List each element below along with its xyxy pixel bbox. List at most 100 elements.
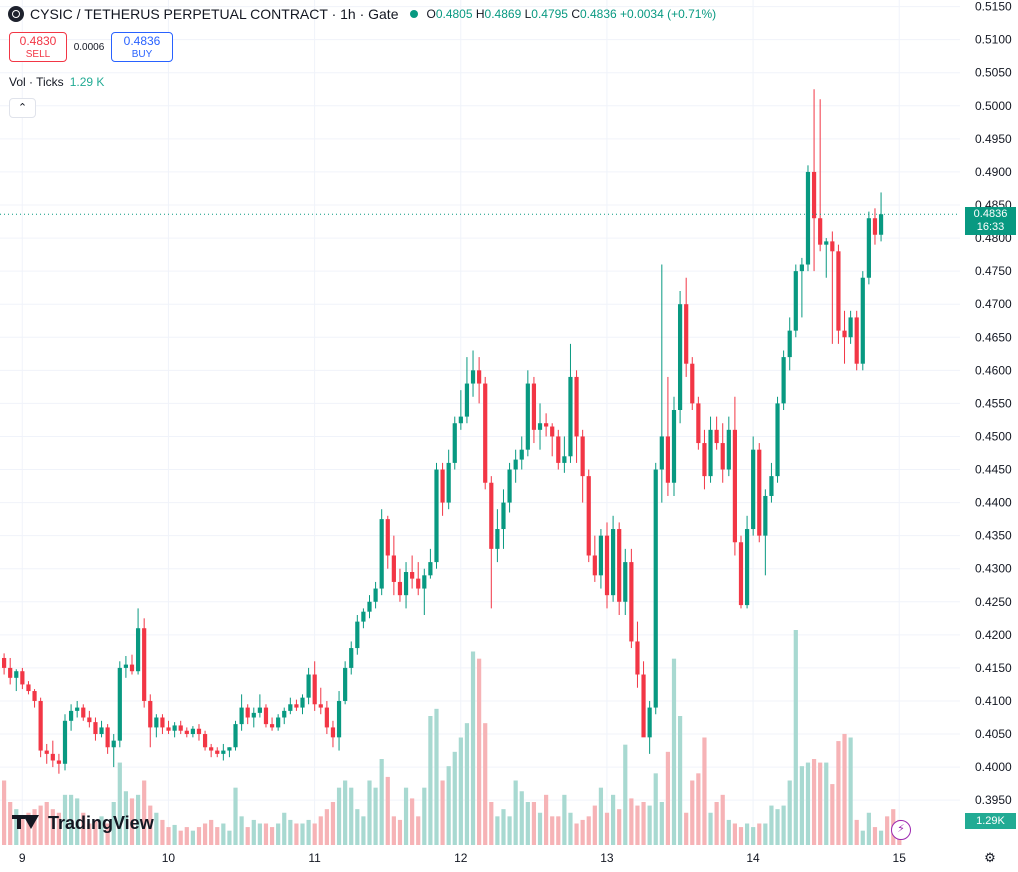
volume-bar: [702, 737, 707, 845]
buy-button[interactable]: 0.4836 BUY: [111, 32, 173, 62]
x-tick-label: 10: [162, 851, 176, 865]
y-tick-label: 0.4200: [975, 628, 1012, 642]
candle-body: [470, 370, 476, 384]
candle-body: [336, 700, 342, 738]
candle-body: [434, 469, 439, 563]
volume-bar: [696, 773, 701, 845]
volume-bar: [580, 819, 585, 845]
volume-bar: [744, 823, 750, 845]
last-volume-label: 1.29K: [965, 813, 1016, 829]
volume-bar: [781, 805, 786, 845]
volume-bar: [87, 823, 92, 845]
candle-body: [184, 730, 189, 735]
tradingview-logo[interactable]: TradingView: [12, 812, 154, 834]
symbol-title[interactable]: CYSIC / TETHERUS PERPETUAL CONTRACT · 1h…: [30, 6, 399, 22]
candle-body: [611, 529, 616, 596]
candle-body: [135, 628, 141, 672]
candle-body: [288, 704, 293, 711]
x-tick-label: 14: [746, 851, 760, 865]
candle-body: [464, 383, 470, 417]
candle-body: [397, 581, 403, 596]
candle-body: [330, 727, 336, 738]
x-tick-label: 9: [19, 851, 26, 865]
volume-bar: [282, 812, 287, 845]
candle-body: [878, 214, 884, 235]
low-value: 0.4795: [531, 7, 568, 21]
y-tick-label: 0.4500: [975, 429, 1012, 443]
candle-body: [87, 717, 92, 723]
volume-bar: [531, 802, 537, 845]
volume-bar: [848, 737, 853, 845]
volume-bar: [726, 819, 731, 845]
ohlc-values: O0.4805 H0.4869 L0.4795 C0.4836 +0.0034 …: [426, 7, 716, 21]
volume-bar: [56, 812, 62, 845]
volume-legend[interactable]: Vol · Ticks 1.29 K: [9, 75, 104, 89]
volume-bar: [665, 751, 671, 845]
candle-body: [123, 664, 128, 668]
volume-bar: [288, 819, 293, 845]
candle-body: [349, 648, 354, 668]
candle-body: [793, 271, 798, 331]
y-tick-label: 0.4750: [975, 264, 1012, 278]
volume-bar: [190, 830, 195, 845]
volume-bar: [732, 823, 737, 845]
candle-body: [166, 727, 171, 731]
candle-body: [556, 436, 561, 463]
y-tick-label: 0.4650: [975, 330, 1012, 344]
candle-body: [343, 667, 348, 701]
candle-body: [20, 671, 25, 685]
candle-body: [257, 707, 262, 713]
volume-bar: [824, 762, 829, 845]
volume-bar: [671, 658, 677, 845]
volume-bar: [690, 780, 695, 845]
close-key: C: [571, 7, 580, 21]
volume-bar: [38, 805, 43, 845]
candle-body: [446, 462, 451, 503]
candle-body: [653, 469, 658, 708]
volume-bar: [20, 816, 25, 845]
lightning-icon[interactable]: ⚡: [891, 820, 911, 840]
market-status-icon[interactable]: [410, 10, 419, 18]
volume-bar: [653, 773, 658, 845]
candle-body: [781, 357, 786, 404]
chevron-up-icon[interactable]: ⌃: [9, 98, 36, 118]
volume-bar: [257, 823, 262, 845]
sell-button[interactable]: 0.4830 SELL: [9, 32, 67, 62]
candle-body: [81, 707, 86, 718]
candle-body: [142, 628, 147, 701]
trade-panel: 0.4830 SELL 0.0006 0.4836 BUY: [9, 32, 173, 62]
candle-body: [428, 562, 433, 576]
candle-body: [2, 657, 7, 668]
candle-body: [483, 383, 488, 483]
candle-body: [276, 717, 281, 728]
candle-body: [525, 383, 530, 450]
volume-bar: [117, 762, 122, 845]
open-value: 0.4805: [435, 7, 473, 21]
settings-icon[interactable]: ⚙: [984, 850, 996, 865]
candle-body: [62, 720, 68, 764]
candle-body: [294, 704, 299, 708]
y-tick-label: 0.4400: [975, 496, 1012, 510]
open-key: O: [426, 7, 436, 21]
candle-body: [196, 728, 202, 735]
candle-body: [306, 674, 311, 698]
volume-bar: [519, 791, 524, 845]
volume-bar: [446, 766, 451, 845]
brand-name: TradingView: [48, 812, 154, 833]
candle-body: [440, 469, 445, 503]
candle-body: [604, 535, 610, 596]
candle-body: [690, 363, 695, 404]
volume-bar: [123, 791, 128, 845]
volume-bar: [324, 809, 329, 845]
candle-body: [489, 482, 494, 549]
volume-bar: [221, 823, 226, 845]
volume-bar: [422, 787, 427, 845]
volume-bar: [154, 812, 159, 845]
volume-bar: [428, 716, 433, 845]
spread-value: 0.0006: [73, 41, 105, 53]
volume-bar: [818, 762, 823, 845]
volume-bar: [50, 809, 55, 845]
volume-bar: [81, 812, 86, 845]
last-price-label: 0.4836 16:33: [965, 207, 1016, 236]
